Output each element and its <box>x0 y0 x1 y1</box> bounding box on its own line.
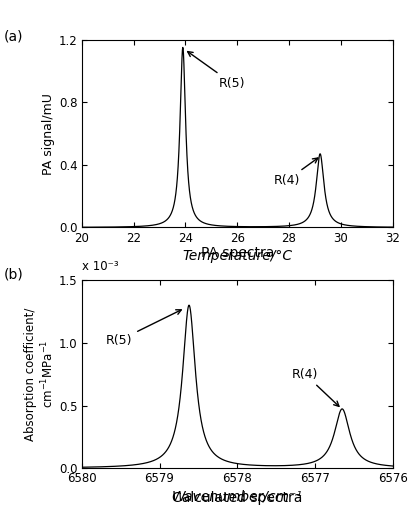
Text: PA spectra: PA spectra <box>200 246 274 260</box>
Text: (a): (a) <box>4 29 24 43</box>
Text: x 10⁻³: x 10⁻³ <box>82 260 119 273</box>
Text: Calculated spectra: Calculated spectra <box>172 491 302 505</box>
Text: R(4): R(4) <box>274 158 318 187</box>
Text: R(5): R(5) <box>106 310 181 347</box>
Text: (b): (b) <box>4 267 24 281</box>
X-axis label: Temperature/°C: Temperature/°C <box>182 249 292 263</box>
Text: R(5): R(5) <box>188 52 245 90</box>
X-axis label: Wavenumber/cm⁻¹: Wavenumber/cm⁻¹ <box>172 489 303 504</box>
Y-axis label: Absorption coefficient/
cm$^{-1}$MPa$^{-1}$: Absorption coefficient/ cm$^{-1}$MPa$^{-… <box>24 307 56 441</box>
Text: R(4): R(4) <box>292 368 339 406</box>
Y-axis label: PA signal/mU: PA signal/mU <box>42 93 55 175</box>
